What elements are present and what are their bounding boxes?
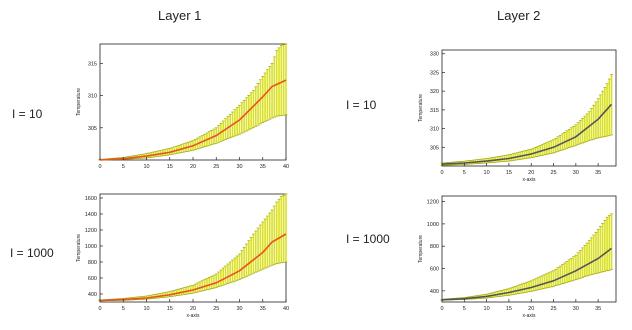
- x-tick-label: 0: [98, 164, 101, 170]
- y-tick-label: 310: [430, 127, 439, 133]
- x-tick-label: 35: [595, 170, 601, 176]
- plot-layer2-i1000: 0 5 10 15 20 25 30 35 400 600 800 1000 1200 Temperatu…: [418, 195, 617, 319]
- y-tick-label: 1000: [427, 222, 439, 228]
- x-tick-label: 20: [528, 170, 534, 176]
- y-tick-label: 320: [430, 89, 439, 95]
- y-axis-label: Temperature: [418, 94, 424, 122]
- x-axis-label: x-axis: [186, 313, 200, 319]
- y-tick-label: 325: [430, 70, 439, 76]
- x-tick-label: 25: [213, 306, 219, 312]
- y-tick-label: 800: [430, 244, 439, 250]
- x-tick-label: 0: [440, 170, 443, 176]
- y-axis-label: Temperature: [76, 88, 82, 116]
- x-tick-label: 35: [260, 306, 266, 312]
- y-tick-label: 330: [430, 52, 439, 58]
- series-line: [99, 79, 287, 161]
- x-tick-label: 0: [440, 306, 443, 312]
- plot-layer1-i1000: 0 5 10 15 20 25 30 35 40 400 600 800 1000 1200 1400 160…: [76, 193, 289, 319]
- x-tick-label: 25: [550, 306, 556, 312]
- y-axis-label: Temperature: [76, 234, 82, 262]
- y-tick-label: 1400: [85, 212, 97, 218]
- x-tick-label: 30: [236, 306, 242, 312]
- y-tick-label: 1200: [427, 200, 439, 206]
- y-tick-label: 400: [430, 289, 439, 295]
- y-tick-label: 800: [88, 260, 97, 266]
- y-tick-label: 315: [88, 61, 97, 67]
- y-tick-label: 1000: [85, 244, 97, 250]
- series-line: [441, 247, 612, 301]
- y-tick-label: 305: [430, 145, 439, 151]
- x-tick-label: 40: [283, 164, 289, 170]
- row-label-top-left: I = 10: [12, 107, 43, 121]
- x-tick-label: 30: [573, 170, 579, 176]
- x-tick-label: 15: [167, 164, 173, 170]
- row-label-top-right: I = 10: [346, 98, 377, 112]
- y-tick-label: 600: [88, 276, 97, 282]
- x-tick-label: 15: [506, 306, 512, 312]
- row-label-bottom-left: I = 1000: [10, 246, 54, 260]
- x-axis-label: x-axis: [522, 313, 536, 319]
- series-line: [441, 103, 613, 165]
- x-tick-label: 10: [143, 164, 149, 170]
- column-title-layer-1: Layer 1: [158, 8, 202, 23]
- x-tick-label: 5: [463, 306, 466, 312]
- plot-layer2-i10: 0 5 10 15 20 25 30 35 305 310 315 320 325 330 Temperat…: [418, 49, 617, 183]
- x-tick-label: 40: [283, 306, 289, 312]
- y-tick-label: 1200: [85, 228, 97, 234]
- plot-frame: [441, 49, 617, 167]
- x-tick-label: 15: [167, 306, 173, 312]
- x-tick-label: 25: [213, 164, 219, 170]
- x-tick-label: 20: [190, 164, 196, 170]
- y-tick-label: 305: [88, 126, 97, 132]
- x-tick-label: 35: [595, 306, 601, 312]
- y-axis-label: Temperature: [418, 235, 424, 263]
- plot-layer1-i10: 0 5 10 15 20 25 30 35 40 305 310 315 Temperature: [76, 43, 289, 170]
- x-tick-label: 5: [463, 170, 466, 176]
- y-tick-label: 315: [430, 108, 439, 114]
- x-axis-label: x-axis: [522, 177, 536, 183]
- x-tick-label: 30: [573, 306, 579, 312]
- y-tick-label: 1600: [85, 196, 97, 202]
- x-tick-label: 0: [98, 306, 101, 312]
- x-tick-label: 10: [143, 306, 149, 312]
- y-tick-label: 400: [88, 292, 97, 298]
- column-title-layer-2: Layer 2: [497, 8, 541, 23]
- row-label-bottom-right: I = 1000: [346, 232, 390, 246]
- x-tick-label: 35: [260, 164, 266, 170]
- x-tick-label: 30: [236, 164, 242, 170]
- x-tick-label: 20: [528, 306, 534, 312]
- x-tick-label: 5: [122, 164, 125, 170]
- y-tick-label: 600: [430, 267, 439, 273]
- x-tick-label: 20: [190, 306, 196, 312]
- series-line: [99, 233, 287, 302]
- x-tick-label: 15: [506, 170, 512, 176]
- x-tick-label: 25: [550, 170, 556, 176]
- x-tick-label: 10: [484, 170, 490, 176]
- x-tick-label: 10: [484, 306, 490, 312]
- x-tick-label: 5: [122, 306, 125, 312]
- y-tick-label: 310: [88, 94, 97, 100]
